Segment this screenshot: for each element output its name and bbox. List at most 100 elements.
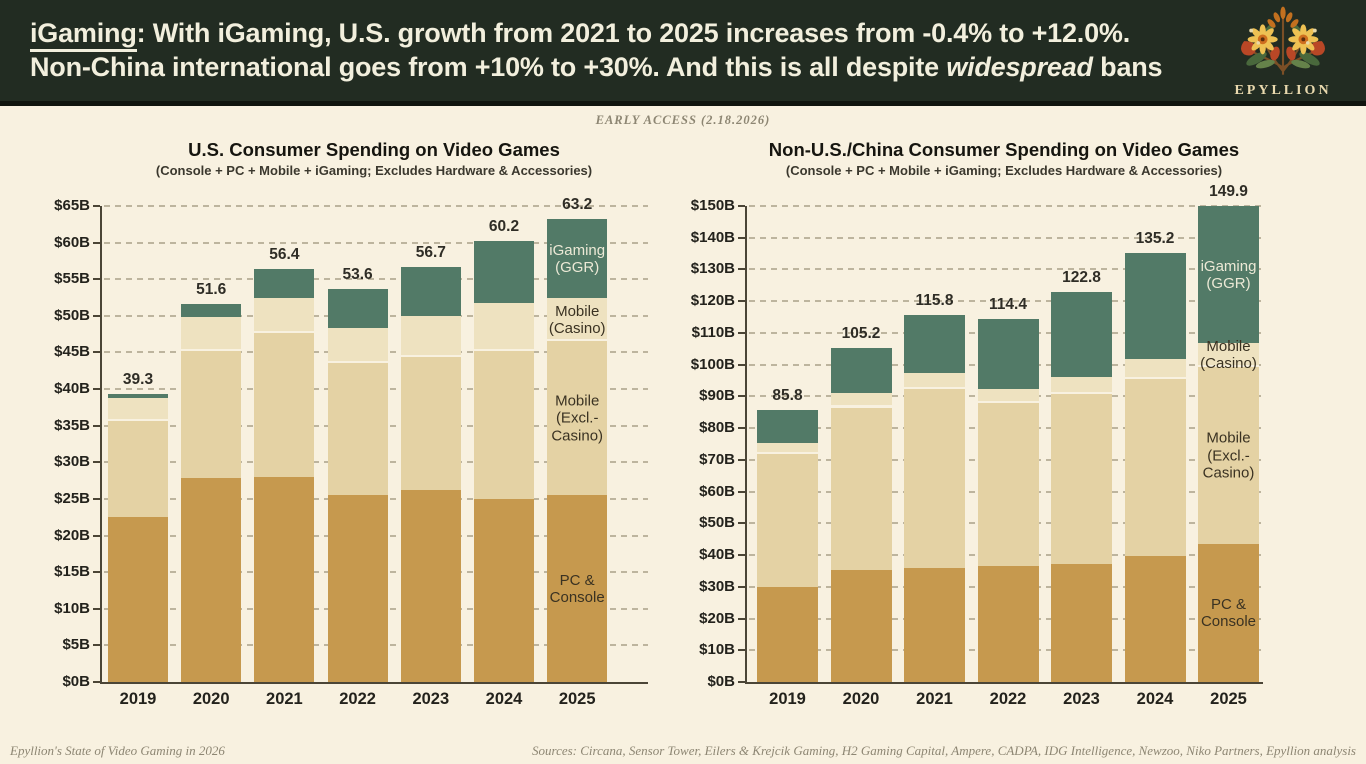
bar-segment-pc_console (1051, 563, 1112, 682)
early-access-note: EARLY ACCESS (2.18.2026) (595, 113, 771, 127)
y-axis-tick (738, 554, 745, 557)
bar-segment-mobile_casino (977, 388, 1039, 404)
bar-total-label: 53.6 (342, 266, 373, 284)
bar-segment-mobile_excl_casino (547, 341, 608, 496)
y-axis-tick (93, 424, 100, 427)
bar-segment-pc_console (904, 567, 965, 682)
y-axis-tick (738, 585, 745, 588)
bar-total-label: 56.4 (269, 245, 300, 263)
x-tick-label: 2025 (1210, 690, 1247, 708)
y-axis-tick (738, 363, 745, 366)
bar-segment-mobile_excl_casino (181, 350, 242, 478)
bar-segment-mobile_excl_casino (757, 453, 818, 587)
bar-segment-igaming (547, 219, 608, 299)
x-tick-label: 2023 (412, 690, 450, 708)
bar-total-label: 122.8 (1062, 269, 1101, 287)
y-axis-tick (93, 571, 100, 574)
legend-label-pc_console: PC & Console (1200, 595, 1257, 630)
bar-segment-pc_console (327, 495, 388, 682)
y-axis-tick (738, 681, 745, 683)
y-tick-label: $15B (54, 563, 90, 581)
bar-segment-pc_console (830, 569, 892, 682)
bar-segment-igaming (830, 348, 892, 394)
bar-segment-pc_console (400, 490, 461, 682)
bar-total-label: 85.8 (772, 386, 803, 404)
chart-us-consumer-spending: U.S. Consumer Spending on Video Games (C… (40, 136, 688, 726)
chart-title: Non-U.S./China Consumer Spending on Vide… (768, 139, 1240, 160)
x-tick-label: 2022 (989, 690, 1027, 708)
bar-segment-mobile_excl_casino (474, 350, 534, 499)
bar-segment-igaming (254, 268, 315, 299)
y-tick-label: $35B (54, 416, 90, 434)
bar-segment-mobile_casino (474, 303, 534, 351)
y-axis-tick (738, 458, 745, 461)
legend-label-pc_console: PC & Console (549, 571, 605, 606)
y-tick-label: $0B (62, 673, 90, 690)
y-tick-label: $25B (54, 489, 90, 507)
gridline (104, 205, 648, 207)
x-tick-label: 2024 (1136, 690, 1174, 708)
bar-segment-pc_console (474, 498, 534, 682)
y-axis-tick (738, 617, 745, 620)
y-axis-tick (738, 490, 745, 493)
header-banner: iGaming: With iGaming, U.S. growth from … (0, 0, 1366, 106)
y-axis-tick (738, 522, 745, 525)
x-axis-line (100, 682, 648, 684)
bar-total-label: 135.2 (1135, 229, 1175, 247)
y-tick-label: $60B (699, 482, 735, 500)
bar-segment-mobile_excl_casino (400, 356, 461, 491)
gridline (104, 241, 648, 244)
bar-segment-mobile_casino (757, 443, 818, 454)
gridline (749, 236, 1263, 239)
legend-label-igaming: iGaming (GGR) (549, 241, 606, 276)
headline-line2-text: Non-China international goes from +10% t… (30, 52, 947, 82)
x-tick-label: 2022 (339, 690, 376, 708)
bar-segment-pc_console (977, 566, 1039, 682)
y-axis-tick (738, 268, 745, 271)
x-axis-line (745, 682, 1263, 684)
headline-line1: iGaming: With iGaming, U.S. growth from … (30, 16, 1230, 52)
bar-segment-mobile_casino (830, 393, 892, 408)
bar-segment-mobile_casino (108, 397, 168, 422)
y-axis-tick (93, 644, 100, 647)
y-axis-tick (93, 278, 100, 281)
bar-segment-mobile_casino (904, 372, 965, 390)
y-tick-label: $100B (690, 355, 735, 373)
y-axis-tick (93, 314, 100, 317)
headline-line1-text: : With iGaming, U.S. growth from 2021 to… (136, 18, 1131, 48)
chart-subtitle: (Console + PC + Mobile + iGaming; Exclud… (785, 163, 1223, 178)
bar-segment-igaming (108, 394, 168, 398)
y-axis-tick (93, 461, 100, 464)
bar-total-label: 39.3 (122, 371, 154, 389)
y-axis-tick (93, 607, 100, 610)
y-tick-label: $140B (690, 228, 735, 246)
bar-segment-igaming (181, 304, 242, 317)
x-tick-label: 2020 (192, 690, 230, 708)
x-tick-label: 2023 (1063, 690, 1100, 708)
bar-segment-igaming (904, 314, 965, 373)
epyllion-logo: EPYLLION (1218, 4, 1348, 104)
y-tick-label: $90B (699, 387, 735, 405)
bar-segment-mobile_casino (1051, 376, 1112, 394)
bar-segment-mobile_casino (1124, 358, 1186, 380)
y-axis-tick (93, 351, 100, 354)
gridline (749, 205, 1263, 207)
bar-segment-mobile_excl_casino (1198, 366, 1259, 544)
y-axis-line (100, 206, 102, 684)
logo-wordmark: EPYLLION (1234, 83, 1332, 98)
x-tick-label: 2019 (119, 690, 157, 708)
gridline (749, 268, 1263, 271)
x-tick-label: 2019 (769, 690, 806, 708)
y-tick-label: $5B (62, 636, 90, 654)
y-axis-line (745, 206, 747, 684)
bar-segment-mobile_casino (547, 298, 608, 342)
bar-total-label: 114.4 (989, 295, 1027, 313)
y-axis-tick (738, 649, 745, 652)
bar-segment-mobile_excl_casino (254, 332, 315, 477)
plot-area: $0B $5B $10B $15B $20B $25B $30B $35B $40B $45B $5… (40, 136, 688, 726)
y-axis-tick (93, 205, 100, 207)
y-axis-tick (738, 331, 745, 334)
y-tick-label: $40B (699, 546, 735, 564)
bar-total-label: 115.8 (915, 291, 954, 309)
